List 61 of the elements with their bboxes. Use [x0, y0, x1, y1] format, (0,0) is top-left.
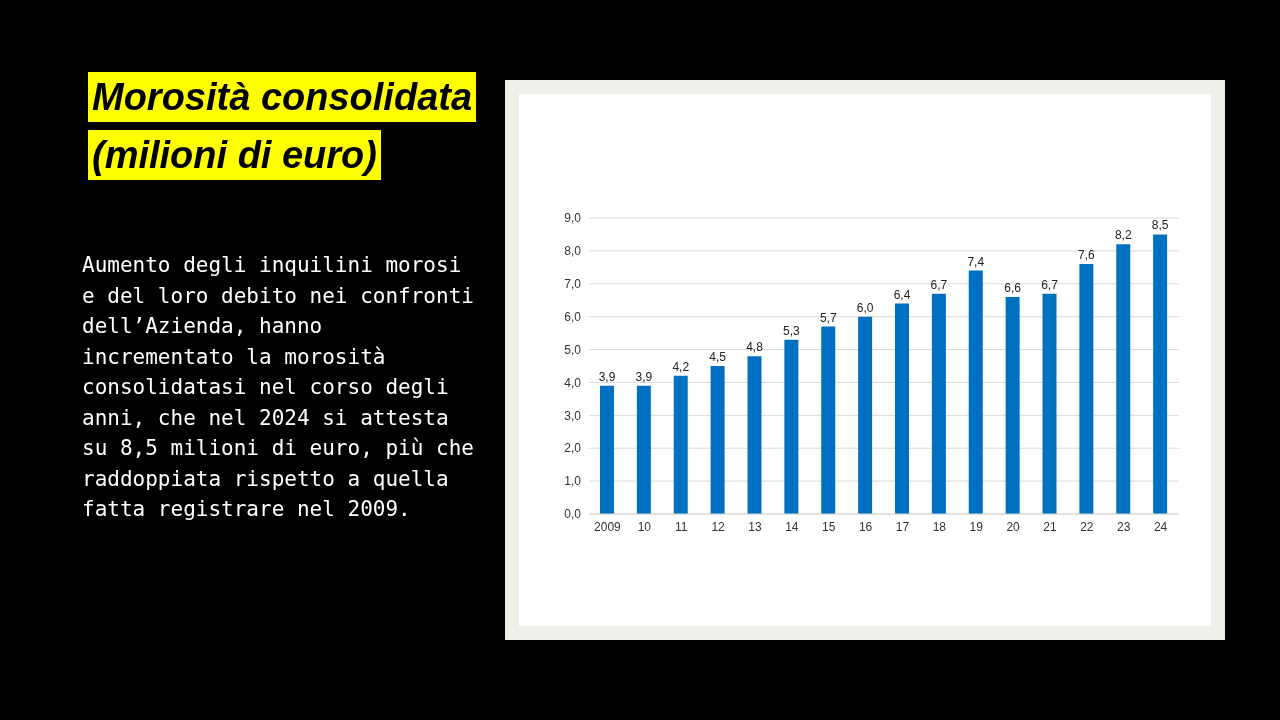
data-label: 6,4 — [893, 287, 911, 302]
x-tick-label: 19 — [969, 519, 984, 534]
bar — [931, 293, 946, 514]
data-label: 5,3 — [783, 323, 801, 338]
bar — [747, 356, 762, 514]
y-tick-label: 4,0 — [564, 375, 582, 390]
data-label: 3,9 — [598, 369, 616, 384]
data-label: 5,7 — [819, 310, 837, 325]
data-label: 6,7 — [930, 277, 948, 292]
bar — [784, 339, 799, 514]
bar — [673, 375, 688, 514]
y-tick-label: 9,0 — [564, 211, 582, 226]
bar — [1079, 264, 1094, 514]
bar — [600, 385, 614, 514]
y-tick-label: 1,0 — [564, 474, 582, 489]
x-tick-label: 14 — [785, 519, 799, 534]
data-label: 6,7 — [1041, 277, 1059, 292]
data-label: 4,8 — [746, 340, 764, 355]
data-label: 6,0 — [856, 300, 874, 315]
x-tick-label: 15 — [822, 519, 836, 534]
data-label: 8,5 — [1151, 218, 1169, 233]
x-tick-label: 22 — [1080, 519, 1094, 534]
x-tick-label: 10 — [637, 519, 652, 534]
data-label: 3,9 — [635, 369, 653, 384]
y-tick-label: 6,0 — [564, 309, 582, 324]
text: Aumento degli inquilini morosi e del loro debito nei confronti dell’Azienda, hanno incrementato la morosità consolidatasi nel corso degli anni, che nel 2024 si attesta su 8,5 milioni di euro, più che raddoppiata rispetto a quella fatta registrare nel 2009. — [82, 253, 474, 521]
bar — [1005, 296, 1020, 514]
x-tick-label: 2009 — [594, 519, 622, 534]
bar — [1042, 293, 1057, 514]
bar — [858, 316, 873, 514]
x-tick-label: 13 — [748, 519, 762, 534]
y-tick-label: 0,0 — [564, 507, 582, 522]
bar — [1153, 234, 1168, 514]
bar — [710, 366, 725, 514]
data-label: 8,2 — [1114, 228, 1132, 243]
y-tick-label: 7,0 — [564, 277, 582, 292]
bar — [968, 270, 983, 514]
x-tick-label: 16 — [858, 519, 873, 534]
bar — [821, 326, 836, 514]
x-tick-label: 21 — [1043, 519, 1057, 534]
data-label: 4,5 — [709, 350, 727, 364]
data-label: 7,4 — [967, 254, 985, 269]
text: (milioni di euro) — [88, 130, 381, 180]
x-tick-label: 20 — [1006, 519, 1021, 534]
bar — [1116, 244, 1131, 514]
text: Morosità consolidata — [88, 72, 477, 122]
x-tick-label: 11 — [674, 519, 688, 534]
x-tick-label: 17 — [895, 519, 910, 534]
bar — [636, 385, 651, 514]
y-tick-label: 2,0 — [564, 441, 582, 456]
y-tick-label: 3,0 — [564, 408, 582, 423]
data-label: 7,6 — [1078, 248, 1096, 263]
x-tick-label: 18 — [932, 519, 947, 534]
x-tick-label: 23 — [1117, 519, 1131, 534]
x-tick-label: 12 — [711, 519, 726, 534]
y-tick-label: 5,0 — [564, 342, 582, 357]
bar — [895, 303, 909, 514]
x-tick-label: 24 — [1153, 519, 1168, 534]
y-tick-label: 8,0 — [564, 244, 582, 259]
data-label: 4,2 — [672, 359, 690, 374]
data-label: 6,6 — [1004, 280, 1022, 295]
